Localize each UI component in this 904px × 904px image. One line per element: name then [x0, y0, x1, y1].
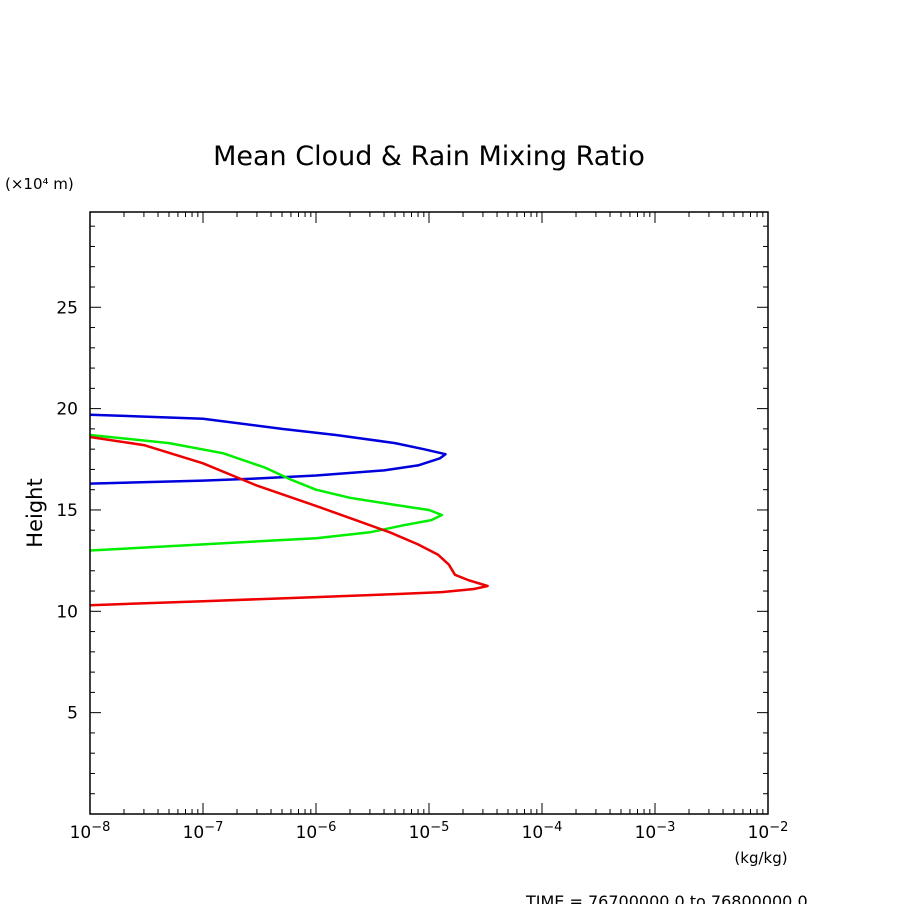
series-line-2 — [89, 433, 444, 552]
x-tick-label: 10−7 — [183, 820, 224, 843]
y-tick-label: 20 — [56, 400, 78, 420]
y-axis-label: Height — [23, 478, 47, 547]
chart-title: Mean Cloud & Rain Mixing Ratio — [213, 141, 645, 172]
y-tick-label: 15 — [56, 501, 78, 521]
y-tick-label: 10 — [56, 602, 78, 622]
y-unit-label: (×10⁴ m) — [5, 175, 74, 193]
series-layer — [89, 413, 489, 607]
series-line-3 — [89, 435, 489, 607]
x-tick-label: 10−6 — [296, 820, 337, 843]
plot-frame — [89, 211, 769, 815]
x-tick-label: 10−3 — [635, 820, 676, 843]
axis-ticks: 10−8 10−7 10−6 10−5 10−4 10−3 10−2 5 10 15 20 25 — [56, 212, 788, 843]
x-tick-label: 10−8 — [70, 820, 111, 843]
y-tick-label: 25 — [56, 298, 78, 318]
x-tick-label: 10−4 — [522, 820, 563, 843]
footer-time-label: TIME = 76700000.0 to 76800000.0 — [525, 892, 808, 904]
x-tick-label: 10−5 — [409, 820, 450, 843]
y-tick-label: 5 — [67, 704, 78, 724]
x-tick-label: 10−2 — [748, 820, 789, 843]
series-line-1 — [89, 413, 447, 485]
x-axis-label: (kg/kg) — [734, 849, 787, 867]
